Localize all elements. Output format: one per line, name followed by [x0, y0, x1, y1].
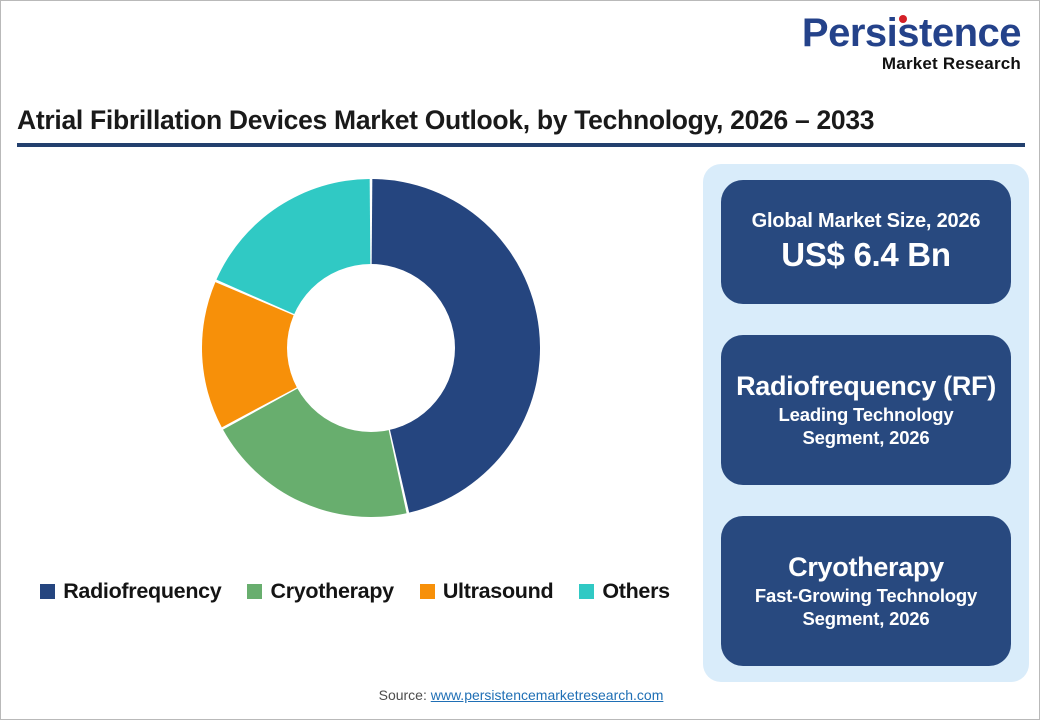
card-leading-segment: Radiofrequency (RF) Leading Technology S…	[721, 335, 1011, 485]
card-leading-segment-sub2: Segment, 2026	[802, 426, 930, 448]
chart-area	[15, 161, 695, 561]
card-fastest-growing-segment-sub2: Segment, 2026	[802, 607, 930, 629]
card-fastest-growing-segment-head: Cryotherapy	[788, 552, 944, 583]
legend-item-cryotherapy[interactable]: Cryotherapy	[247, 579, 394, 604]
source-link[interactable]: www.persistencemarketresearch.com	[430, 687, 664, 703]
page-title-block: Atrial Fibrillation Devices Market Outlo…	[17, 105, 1025, 147]
legend-label-radiofrequency: Radiofrequency	[63, 579, 222, 603]
legend-item-others[interactable]: Others	[579, 579, 670, 604]
card-global-market-size: Global Market Size, 2026 US$ 6.4 Bn	[721, 180, 1011, 304]
card-fastest-growing-segment: Cryotherapy Fast-Growing Technology Segm…	[721, 516, 1011, 666]
card-leading-segment-sub1: Leading Technology	[778, 404, 954, 426]
card-fastest-growing-segment-sub1: Fast-Growing Technology	[754, 585, 978, 607]
donut-chart-svg	[202, 179, 540, 517]
brand-name-text: Persistence	[801, 11, 1022, 55]
legend-label-cryotherapy: Cryotherapy	[270, 579, 394, 603]
legend-item-radiofrequency[interactable]: Radiofrequency	[40, 579, 222, 604]
donut-slice-radiofrequency[interactable]	[371, 179, 540, 513]
source-line: Source: www.persistencemarketresearch.co…	[1, 687, 1039, 703]
card-leading-segment-head: Radiofrequency (RF)	[736, 371, 996, 402]
highlights-panel: Global Market Size, 2026 US$ 6.4 Bn Radi…	[703, 164, 1029, 682]
title-underline-rule	[17, 143, 1025, 147]
legend-swatch-cryotherapy	[247, 584, 263, 599]
source-prefix: Source:	[378, 687, 431, 703]
brand-logo: Persistence Market Research	[796, 11, 1022, 73]
page-title: Atrial Fibrillation Devices Market Outlo…	[17, 105, 875, 135]
brand-tagline: Market Research	[881, 54, 1021, 73]
donut-chart	[202, 179, 540, 517]
legend-label-ultrasound: Ultrasound	[442, 579, 554, 603]
card-global-market-size-kicker: Global Market Size, 2026	[751, 209, 981, 232]
brand-dot-icon	[898, 15, 907, 23]
legend-swatch-radiofrequency	[40, 584, 56, 599]
legend-swatch-others	[579, 584, 595, 599]
donut-hole	[287, 264, 455, 432]
donut-slice-ultrasound[interactable]	[202, 282, 371, 428]
legend-swatch-ultrasound	[419, 584, 435, 599]
chart-legend: Radiofrequency Cryotherapy Ultrasound Ot…	[15, 579, 695, 604]
legend-item-ultrasound[interactable]: Ultrasound	[419, 579, 554, 604]
card-global-market-size-value: US$ 6.4 Bn	[781, 235, 951, 273]
legend-label-others: Others	[602, 579, 670, 603]
brand-name: Persistence	[801, 11, 1022, 55]
